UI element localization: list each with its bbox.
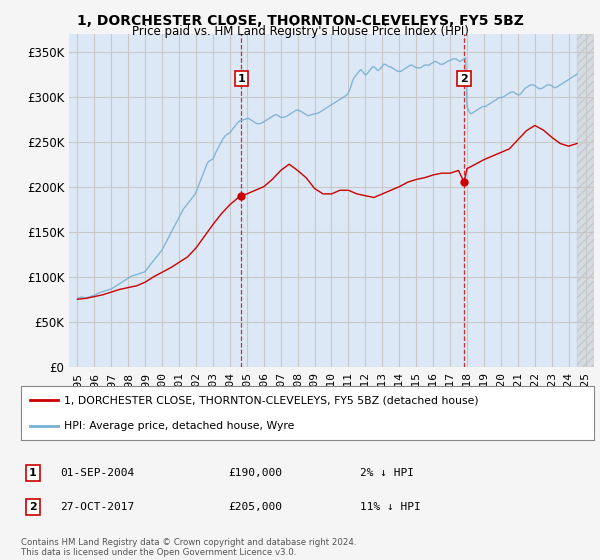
- Text: 1: 1: [29, 468, 37, 478]
- Bar: [577, 34, 594, 367]
- Text: 1: 1: [238, 73, 245, 83]
- Text: HPI: Average price, detached house, Wyre: HPI: Average price, detached house, Wyre: [64, 421, 295, 431]
- Text: 2: 2: [29, 502, 37, 512]
- Text: 11% ↓ HPI: 11% ↓ HPI: [360, 502, 421, 512]
- Text: Contains HM Land Registry data © Crown copyright and database right 2024.
This d: Contains HM Land Registry data © Crown c…: [21, 538, 356, 557]
- Text: 01-SEP-2004: 01-SEP-2004: [60, 468, 134, 478]
- Text: 1, DORCHESTER CLOSE, THORNTON-CLEVELEYS, FY5 5BZ: 1, DORCHESTER CLOSE, THORNTON-CLEVELEYS,…: [77, 14, 523, 28]
- Text: 2% ↓ HPI: 2% ↓ HPI: [360, 468, 414, 478]
- Text: 2: 2: [460, 73, 468, 83]
- Text: £190,000: £190,000: [228, 468, 282, 478]
- Text: 1, DORCHESTER CLOSE, THORNTON-CLEVELEYS, FY5 5BZ (detached house): 1, DORCHESTER CLOSE, THORNTON-CLEVELEYS,…: [64, 395, 479, 405]
- Text: Price paid vs. HM Land Registry's House Price Index (HPI): Price paid vs. HM Land Registry's House …: [131, 25, 469, 38]
- Text: £205,000: £205,000: [228, 502, 282, 512]
- Text: 27-OCT-2017: 27-OCT-2017: [60, 502, 134, 512]
